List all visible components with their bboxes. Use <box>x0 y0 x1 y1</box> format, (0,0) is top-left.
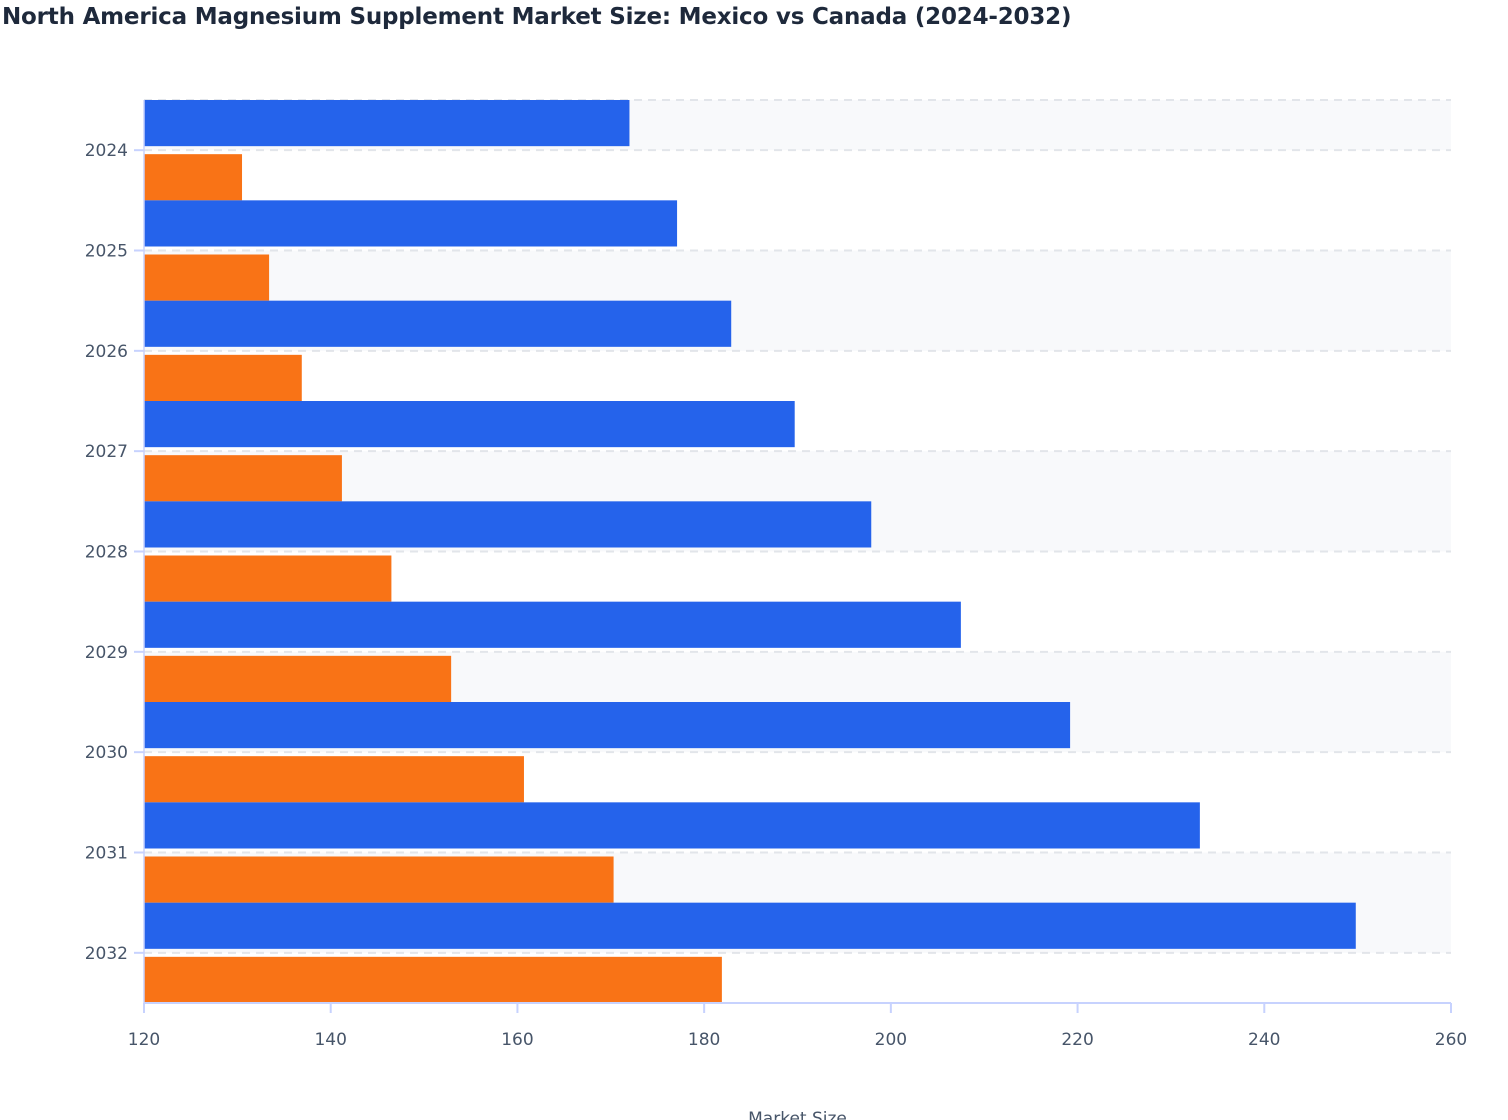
x-tick-label: 120 <box>128 1030 160 1050</box>
x-tick-label: 240 <box>1248 1030 1280 1050</box>
x-tick-label: 260 <box>1435 1030 1467 1050</box>
bar-2032-series-2 <box>144 956 722 1003</box>
bar-2029-series-1 <box>144 601 961 648</box>
y-tick-label: 2026 <box>85 342 128 362</box>
x-axis-label: Market Size <box>748 1109 847 1120</box>
bar-2031-series-2 <box>144 856 614 903</box>
bar-2027-series-2 <box>144 455 342 502</box>
bar-2024-series-2 <box>144 154 243 201</box>
y-tick-label: 2027 <box>85 442 128 462</box>
bar-2026-series-1 <box>144 300 732 347</box>
bar-2026-series-2 <box>144 354 302 401</box>
y-tick-label: 2031 <box>85 844 128 864</box>
x-tick-label: 220 <box>1061 1030 1093 1050</box>
x-tick-label: 160 <box>501 1030 533 1050</box>
bar-2024-series-1 <box>144 100 630 147</box>
y-tick-label: 2030 <box>85 743 128 763</box>
y-tick-label: 2024 <box>85 141 128 161</box>
bar-2030-series-2 <box>144 756 524 803</box>
bar-2032-series-1 <box>144 902 1356 949</box>
bar-2028-series-1 <box>144 501 872 548</box>
y-tick-label: 2028 <box>85 543 128 563</box>
y-tick-label: 2025 <box>85 242 128 262</box>
bar-2029-series-2 <box>144 655 452 702</box>
x-tick-label: 180 <box>688 1030 720 1050</box>
bar-2031-series-1 <box>144 802 1200 849</box>
x-tick-label: 200 <box>875 1030 907 1050</box>
y-tick-label: 2029 <box>85 643 128 663</box>
bar-2025-series-2 <box>144 254 270 301</box>
bar-2027-series-1 <box>144 401 795 448</box>
y-tick-label: 2032 <box>85 944 128 964</box>
bar-2028-series-2 <box>144 555 392 602</box>
chart-title: North America Magnesium Supplement Marke… <box>2 4 1072 30</box>
x-tick-label: 140 <box>314 1030 346 1050</box>
bar-2025-series-1 <box>144 200 678 247</box>
bar-2030-series-1 <box>144 702 1071 749</box>
